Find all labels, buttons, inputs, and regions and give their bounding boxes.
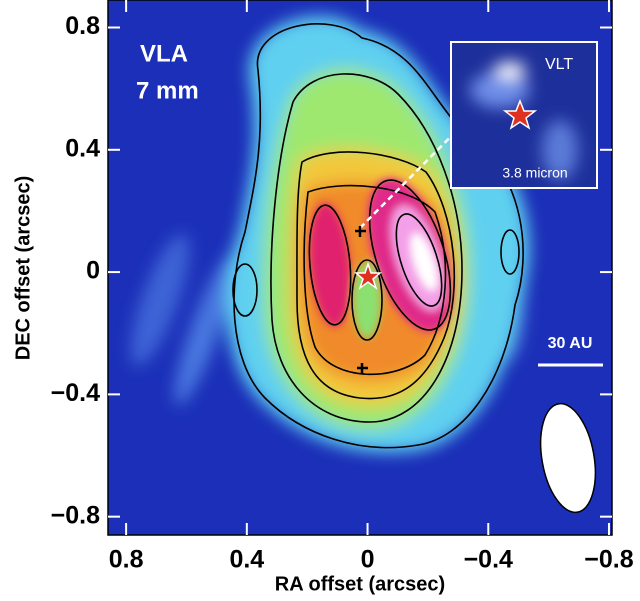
x-tick-label: 0.4 [229, 546, 264, 574]
x-tick-label: 0.8 [109, 546, 144, 574]
y-tick-label: −0.8 [51, 501, 100, 529]
image [108, 0, 612, 535]
annotation: VLT [545, 56, 573, 73]
annotation: VLA [140, 40, 188, 67]
y-axis-label: DEC offset (arcsec) [12, 176, 34, 361]
x-tick-label: 0 [361, 546, 375, 574]
y-tick-label: 0 [86, 257, 100, 285]
y-tick-label: 0.4 [65, 134, 100, 162]
x-axis-label: RA offset (arcsec) [275, 573, 445, 595]
x-tick-label: −0.8 [584, 546, 633, 574]
annotation: 30 AU [548, 335, 593, 352]
y-tick-label: 0.8 [65, 12, 100, 40]
annotation: 3.8 micron [502, 165, 567, 181]
y-tick-label: −0.4 [51, 379, 100, 407]
annotation: 7 mm [136, 77, 199, 104]
x-tick-label: −0.4 [464, 546, 513, 574]
